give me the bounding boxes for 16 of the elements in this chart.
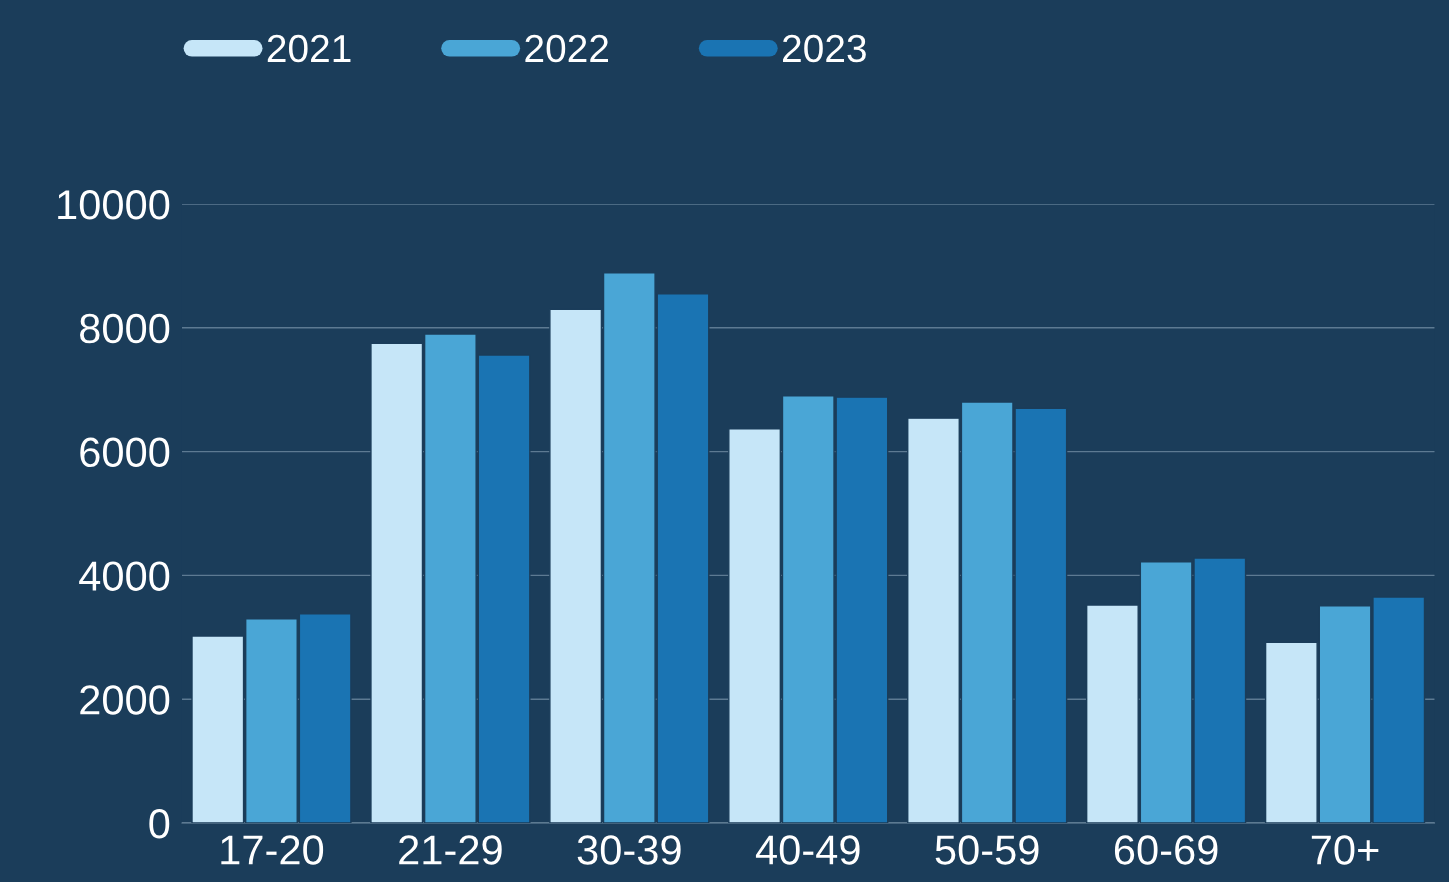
x-tick-label: 50-59 (935, 835, 1039, 865)
y-tick-label: 4000 (79, 561, 170, 591)
x-tick-label: 30-39 (577, 835, 681, 865)
y-tick-label: 10000 (58, 190, 170, 220)
y-tick-label: 2000 (80, 685, 170, 715)
y-tick-label: 8000 (80, 313, 170, 344)
legend-label: 2023 (783, 34, 866, 63)
y-tick-label: 6000 (80, 437, 170, 468)
legend-label: 2021 (267, 34, 351, 63)
x-tick-label: 70+ (1311, 835, 1379, 865)
x-tick-label: 40-49 (755, 835, 860, 865)
x-tick-label: 17-20 (221, 835, 324, 865)
y-tick-label: 0 (149, 809, 170, 839)
x-tick-label: 21-29 (399, 835, 502, 865)
x-tick-label: 60-69 (1114, 835, 1218, 865)
legend-label: 2022 (525, 34, 609, 63)
